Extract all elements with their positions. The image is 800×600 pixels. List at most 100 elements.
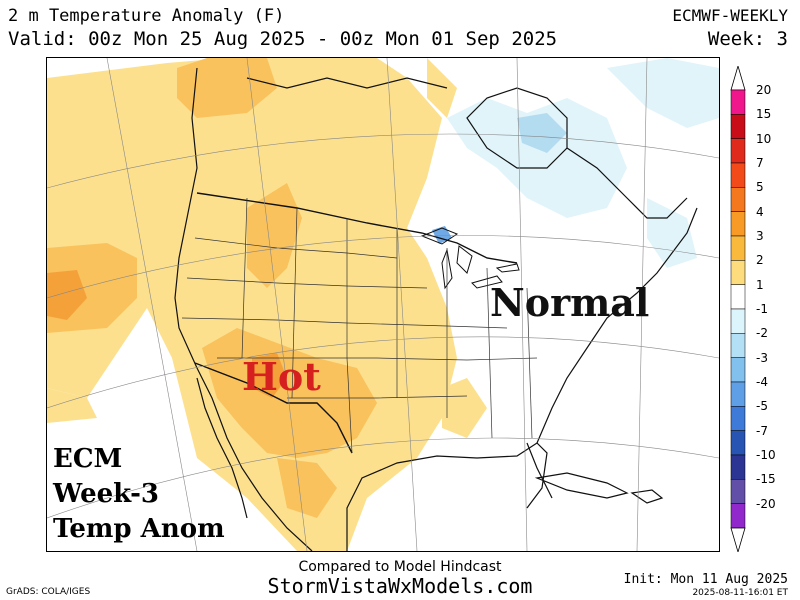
state-line [346,218,353,454]
cool-anomaly-m1-m2-arctic [607,58,719,128]
map-graphic [47,58,719,551]
state-line [291,207,298,399]
great-lakes [420,227,520,290]
colorbar-level-label: -10 [756,448,776,462]
colorbar-swatch [730,406,746,431]
cool-anomaly-m2-m3-labrador [517,113,567,153]
latitude-line [47,437,719,519]
colorbar-swatch [730,211,746,237]
warm-anomaly-1-2-north [427,58,457,118]
ecm-annotation: ECM Week-3 Temp Anom [53,442,225,547]
colorbar-level-label: 2 [756,253,764,268]
cuba-coastline [534,472,629,499]
colorbar-swatch [730,162,746,188]
florida-coastline [526,442,553,499]
normal-label: Normal [490,280,650,325]
warm-anomaly-2-3-alaska [177,58,277,118]
us-mexico-border [194,362,353,454]
lat-lon-grid [47,58,719,551]
colorbar-level-label: 3 [756,229,764,243]
latitude-line [47,235,719,299]
state-line [241,197,248,359]
footer-site: StormVistaWxModels.com [267,574,533,598]
labrador-coastline [566,147,688,219]
latitude-line [47,336,719,409]
colorbar-swatch [730,235,746,261]
colorbar-level-label: 7 [756,156,764,170]
longitude-line [246,58,308,551]
colorbar-swatch [730,479,746,504]
colorbar-level-label: -15 [756,472,776,487]
latitude-line [47,133,719,189]
longitude-line [386,58,418,551]
lake-erie [471,275,503,289]
warm-anomaly-1-2-far-west [47,388,97,423]
lake-huron [456,245,473,274]
colorbar-level-label: 1 [756,277,764,292]
state-lines [181,197,538,454]
baja-coastline [196,377,248,519]
colorbar-swatch [730,357,746,383]
colorbar-level-label: -20 [756,496,776,511]
colorbar-level-label: -5 [756,399,768,414]
footer-compared: Compared to Model Hindcast [298,559,502,575]
grads-credit: GrADS: COLA/IGES [6,587,91,597]
colorbar-bottom-arrow [730,527,746,552]
state-line [194,237,398,259]
west-coastline [174,67,313,551]
longitude-line [636,58,648,551]
colorbar-swatch [730,260,746,285]
ecm-line: Week-3 [53,479,160,509]
warm-anomaly-2-3-mexico [277,458,337,518]
colorbar-swatch [730,187,746,212]
coastlines [174,67,698,551]
hispaniola-coastline [630,489,664,504]
week-indicator: Week: 3 [707,28,788,50]
colorbar-level-label: 10 [756,131,772,146]
state-line [186,277,428,289]
gulf-coastline [346,442,548,551]
ecm-line: Temp Anom [53,514,225,544]
state-line [217,357,538,361]
model-name: ECMWF-WEEKLY [672,6,788,25]
colorbar-swatch [730,284,746,310]
anomaly-map: Hot Normal ECM Week-3 Temp Anom [46,57,720,552]
colorbar-swatch [730,138,746,164]
valid-period: Valid: 00z Mon 25 Aug 2025 - 00z Mon 01 … [8,28,558,50]
colorbar-level-label: -1 [756,302,768,316]
init-time: Init: Mon 11 Aug 2025 [623,572,788,587]
colorbar [730,66,746,552]
warm-anomaly-3-4-pacific [47,270,87,320]
hudson-bay-coastline [466,87,568,169]
chart-title: 2 m Temperature Anomaly (F) [8,6,285,26]
colorbar-level-label: -4 [756,375,768,389]
colorbar-level-label: 5 [756,180,764,195]
colorbar-level-label: 20 [756,83,772,97]
warm-anomaly-2-3-southwest [202,328,377,458]
colorbar-swatch [730,333,746,358]
colorbar-swatch [730,381,746,407]
hot-label: Hot [242,354,321,399]
lake-ontario [495,263,520,273]
colorbar-swatch [730,114,746,139]
lake-superior [420,227,459,245]
warm-anomaly-3-4-southwest [252,353,287,398]
ecm-line: ECM [53,444,123,474]
colorbar-level-label: -3 [756,350,768,365]
state-line [526,287,533,439]
cool-anomaly-m1-m2-canada [447,98,627,218]
warm-anomaly-1-2-gulf [442,378,487,438]
colorbar-swatch [730,503,746,529]
colorbar-level-label: -2 [756,326,768,341]
colorbar-level-label: 4 [756,204,764,219]
arctic-coastline [246,77,448,89]
warm-anomaly-2-3-rockies [247,183,302,288]
colorbar-swatch [730,308,746,334]
colorbar-swatch [730,430,746,456]
generated-timestamp: 2025-08-11-16:01 ET [692,588,788,598]
colorbar-level-label: 15 [756,107,772,122]
state-line [287,395,468,399]
longitude-line [516,58,528,551]
lake-michigan [441,248,453,290]
colorbar-swatch [730,89,746,115]
